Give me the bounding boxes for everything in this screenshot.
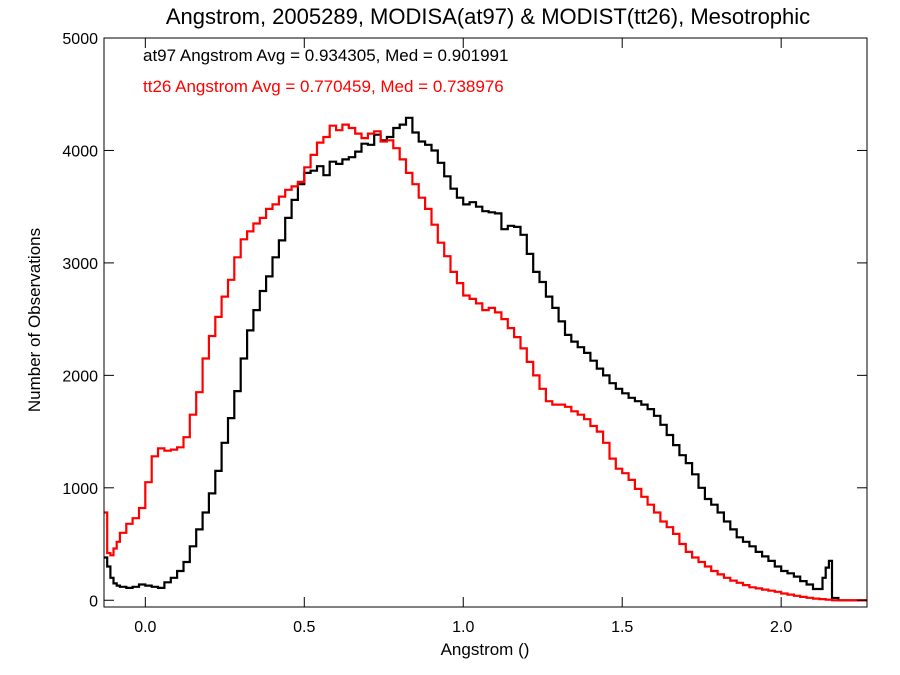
annotation-at97: at97 Angstrom Avg = 0.934305, Med = 0.90… [143, 46, 508, 65]
x-tick-label: 0.5 [293, 619, 315, 636]
x-tick-label: 2.0 [770, 619, 792, 636]
y-tick-label: 2000 [62, 368, 98, 385]
x-tick-label: 0.0 [134, 619, 156, 636]
y-tick-label: 5000 [62, 31, 98, 48]
y-tick-label: 1000 [62, 481, 98, 498]
y-axis-ticks: 0 1000 2000 3000 4000 5000 [62, 31, 867, 610]
annotation-tt26: tt26 Angstrom Avg = 0.770459, Med = 0.73… [143, 77, 504, 96]
x-axis-ticks: 0.0 0.5 1.0 1.5 2.0 [134, 38, 792, 636]
series-line-1 [104, 123, 867, 602]
chart-title: Angstrom, 2005289, MODISA(at97) & MODIST… [166, 4, 810, 29]
series-line-0 [104, 116, 867, 602]
y-axis-label: Number of Observations [25, 228, 44, 412]
y-tick-label: 3000 [62, 256, 98, 273]
x-tick-label: 1.0 [452, 619, 474, 636]
plot-frame [103, 37, 868, 608]
y-tick-label: 0 [89, 593, 98, 610]
x-tick-label: 1.5 [611, 619, 633, 636]
x-axis-label: Angstrom () [441, 640, 530, 659]
y-tick-label: 4000 [62, 143, 98, 160]
series-layer [104, 116, 867, 602]
